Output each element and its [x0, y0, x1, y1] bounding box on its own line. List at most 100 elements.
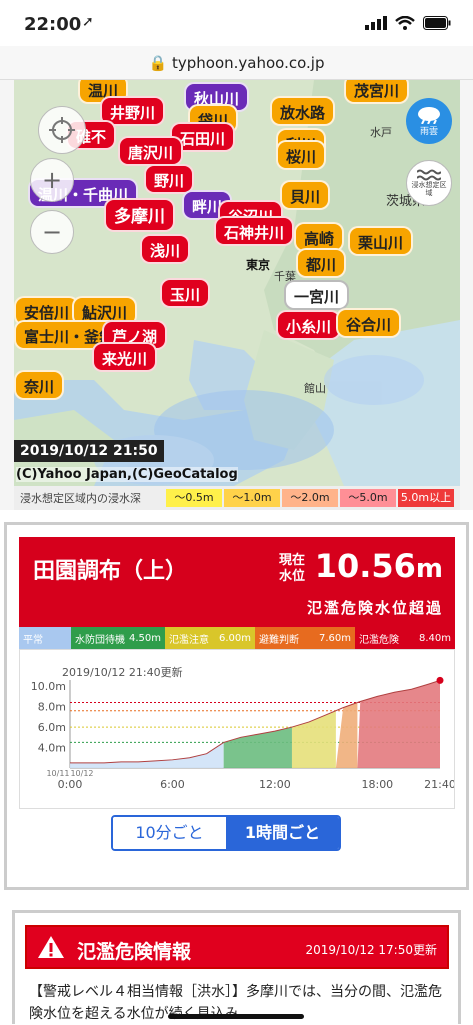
wave-icon — [417, 169, 441, 181]
level-band-area — [70, 742, 224, 768]
water-level-label: 現在 水位 — [279, 553, 306, 584]
x-tick-label: 21:40 — [424, 778, 454, 791]
x-tick-label: 6:00 — [160, 778, 185, 791]
lock-icon: 🔒 — [148, 54, 168, 72]
warning-icon — [38, 936, 64, 958]
x-tick-label: 12:00 — [259, 778, 291, 791]
river-marker[interactable]: 多摩川 — [104, 198, 175, 232]
level-band-area — [357, 680, 440, 768]
river-marker[interactable]: 玉川 — [160, 278, 211, 308]
rain-cloud-label: 雨雲 — [419, 126, 438, 137]
alert-header: 氾濫危険情報 2019/10/12 17:50更新 — [25, 925, 449, 969]
crosshair-icon — [49, 117, 75, 143]
plus-icon: + — [41, 166, 63, 194]
x-tick-label: 0:00 — [58, 778, 83, 791]
legend-swatch: ～2.0m — [282, 489, 338, 507]
river-marker[interactable]: 谷合川 — [336, 308, 402, 338]
river-marker[interactable]: 栗山川 — [348, 226, 414, 256]
interval-toggle: 10分ごと 1時間ごと — [111, 815, 341, 851]
date-label: 10/11 — [46, 769, 69, 778]
map-section: 茨城県 水戸 東京 千葉 館山 温川秋山川茂宮川井野川袋川放水路碓不石田川利川唐… — [0, 80, 473, 510]
water-level-chart: 2019/10/12 21:40更新 10.0m 8.0m 6.0m 4.0m 0:00… — [19, 649, 455, 809]
legend-swatch: ～1.0m — [224, 489, 280, 507]
legend-swatches: ～0.5m ～1.0m ～2.0m ～5.0m 5.0m以上 — [166, 489, 456, 507]
chart-updated: 2019/10/12 21:40更新 — [62, 666, 183, 679]
river-marker[interactable]: 高崎 — [294, 222, 345, 252]
river-marker[interactable]: 唐沢川 — [118, 136, 184, 166]
zoom-out-button[interactable]: − — [30, 210, 74, 254]
alert-date: 2019/10/12 17:50更新 — [305, 943, 437, 957]
place-label: 東京 — [246, 258, 271, 272]
river-marker[interactable]: 野川 — [144, 164, 195, 194]
threshold-name: 平常 — [23, 634, 43, 646]
chart-svg: 10.0m 8.0m 6.0m 4.0m 0:00 6:00 12:00 18:00 21:40… — [31, 676, 454, 791]
y-tick-label: 8.0m — [38, 701, 66, 714]
legend-swatch: ～5.0m — [340, 489, 396, 507]
url-text: 🔒 typhoon.yahoo.co.jp — [0, 54, 473, 72]
level-band-area — [223, 727, 292, 768]
hourly-tab[interactable]: 1時間ごと — [226, 817, 339, 849]
threshold-name: 氾濫注意 — [169, 634, 209, 646]
rain-cloud-button[interactable]: 雨雲 — [406, 98, 452, 144]
y-tick-label: 10.0m — [31, 680, 66, 693]
battery-icon — [423, 16, 451, 30]
water-level-line — [70, 679, 441, 764]
place-label: 館山 — [304, 382, 326, 395]
current-level-point — [436, 676, 444, 684]
browser-url-bar[interactable]: 🔒 typhoon.yahoo.co.jp — [0, 46, 473, 80]
threshold-name: 水防団待機 — [75, 634, 125, 646]
minus-icon: − — [41, 218, 63, 246]
threshold-name: 避難判断 — [259, 634, 299, 646]
locate-button[interactable] — [38, 106, 86, 154]
threshold-level: 氾濫注意 6.00m — [165, 627, 255, 649]
level-band-area — [291, 710, 336, 768]
flood-area-button[interactable]: 浸水想定区域 — [406, 160, 452, 206]
url-label: typhoon.yahoo.co.jp — [172, 54, 325, 72]
zoom-in-button[interactable]: + — [30, 158, 74, 202]
threshold-level: 避難判断 7.60m — [255, 627, 355, 649]
station-panel: 田園調布（上） 現在 水位 10.56m 氾濫危険水位超過 平常 水防団待機 4.50… — [4, 522, 469, 890]
x-tick-label: 18:00 — [361, 778, 393, 791]
river-marker[interactable]: 小糸川 — [276, 310, 342, 340]
threshold-levels: 平常 水防団待機 4.50m 氾濫注意 6.00m 避難判断 7.60m 氾濫危険 8.40m — [19, 627, 455, 649]
threshold-level: 水防団待機 4.50m — [71, 627, 165, 649]
date-label: 10/12 — [70, 769, 93, 778]
flood-map[interactable]: 茨城県 水戸 東京 千葉 館山 温川秋山川茂宮川井野川袋川放水路碓不石田川利川唐… — [14, 80, 460, 486]
rain-cloud-icon — [418, 106, 440, 124]
status-bar: 22:00 ➚ — [0, 0, 473, 46]
threshold-value: 7.60m — [318, 632, 351, 644]
status-time: 22:00 — [24, 14, 82, 35]
location-arrow-icon: ➚ — [82, 14, 94, 30]
river-marker[interactable]: 貝川 — [280, 180, 331, 210]
threshold-value: 4.50m — [128, 632, 161, 644]
river-marker[interactable]: 石神井川 — [214, 216, 295, 246]
home-indicator[interactable] — [168, 1014, 304, 1019]
river-marker[interactable]: 都川 — [296, 248, 347, 278]
place-label: 千葉 — [274, 270, 296, 283]
station-name: 田園調布（上） — [33, 559, 188, 584]
river-marker[interactable]: 一宮川 — [284, 280, 350, 310]
river-marker[interactable]: 桜川 — [276, 140, 327, 170]
threshold-level: 平常 — [19, 627, 71, 649]
signal-icon — [365, 16, 387, 30]
danger-status: 氾濫危険水位超過 — [306, 599, 443, 617]
legend-swatch: ～0.5m — [166, 489, 222, 507]
ten-minute-tab[interactable]: 10分ごと — [113, 817, 226, 849]
level-band-area — [335, 702, 358, 768]
threshold-value: 6.00m — [218, 632, 251, 644]
river-marker[interactable]: 奈川 — [14, 370, 65, 400]
flood-alert-card: 氾濫危険情報 2019/10/12 17:50更新 【警戒レベル４相当情報［洪水… — [12, 910, 461, 1024]
legend-label: 浸水想定区域内の浸水深 — [20, 492, 141, 505]
map-timestamp: 2019/10/12 21:50 — [14, 440, 164, 462]
river-marker[interactable]: 来光川 — [92, 342, 158, 372]
y-tick-label: 6.0m — [38, 721, 66, 734]
river-marker[interactable]: 浅川 — [140, 234, 191, 264]
flood-depth-legend: 浸水想定区域内の浸水深 ～0.5m ～1.0m ～2.0m ～5.0m 5.0m以上 — [14, 486, 460, 510]
legend-swatch: 5.0m以上 — [398, 489, 454, 507]
status-icons — [365, 16, 451, 30]
river-marker[interactable]: 茂宮川 — [344, 80, 410, 104]
water-level-value: 10.56m — [314, 547, 443, 585]
river-marker[interactable]: 放水路 — [270, 96, 336, 126]
threshold-value: 8.40m — [418, 632, 451, 644]
station-header: 田園調布（上） 現在 水位 10.56m 氾濫危険水位超過 — [19, 537, 455, 627]
